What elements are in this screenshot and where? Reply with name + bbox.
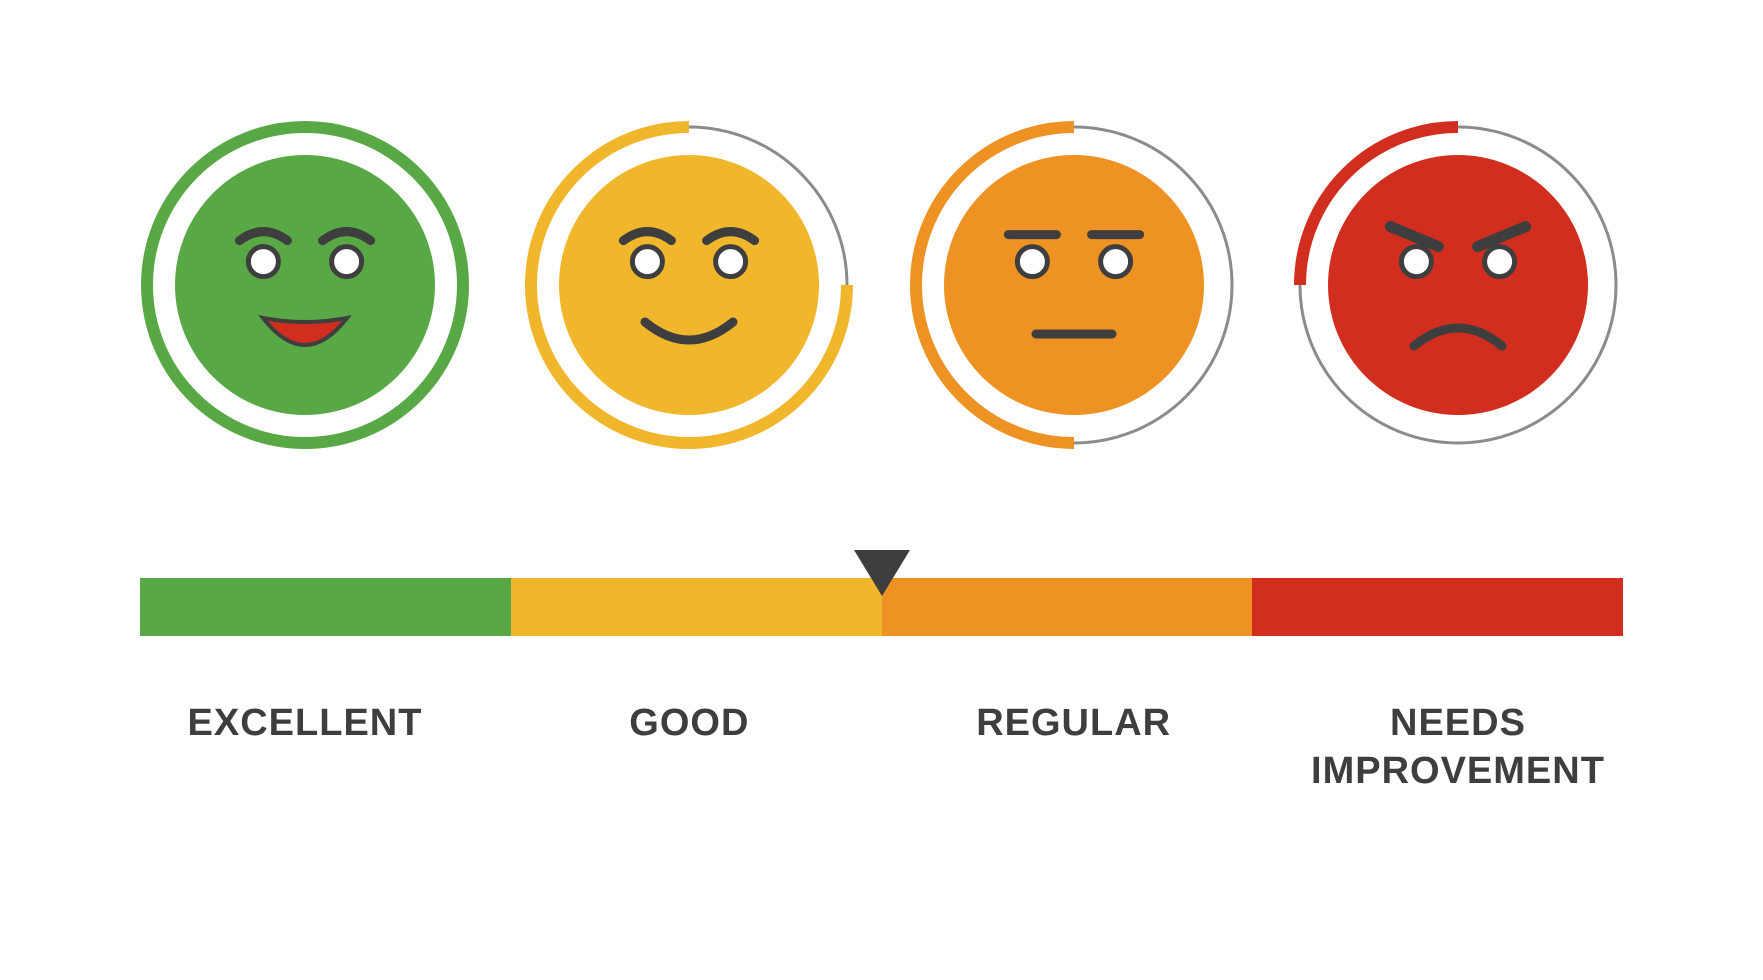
rating-scale [140, 560, 1623, 640]
face-needs-improvement [1293, 120, 1623, 450]
scale-segment-needs-improvement [1252, 578, 1623, 636]
scale-segment-good [511, 578, 882, 636]
label-needs-improvement: NEEDS IMPROVEMENT [1293, 700, 1623, 795]
face-good [524, 120, 854, 450]
label-regular: REGULAR [909, 700, 1239, 795]
faces-row [140, 120, 1623, 450]
scale-pointer-icon [854, 550, 910, 596]
label-excellent: EXCELLENT [140, 700, 470, 795]
face-excellent [140, 120, 470, 450]
labels-row: EXCELLENT GOOD REGULAR NEEDS IMPROVEMENT [140, 700, 1623, 795]
scale-segment-regular [882, 578, 1253, 636]
rating-infographic: EXCELLENT GOOD REGULAR NEEDS IMPROVEMENT [0, 0, 1763, 980]
label-good: GOOD [524, 700, 854, 795]
scale-segment-excellent [140, 578, 511, 636]
face-regular [909, 120, 1239, 450]
